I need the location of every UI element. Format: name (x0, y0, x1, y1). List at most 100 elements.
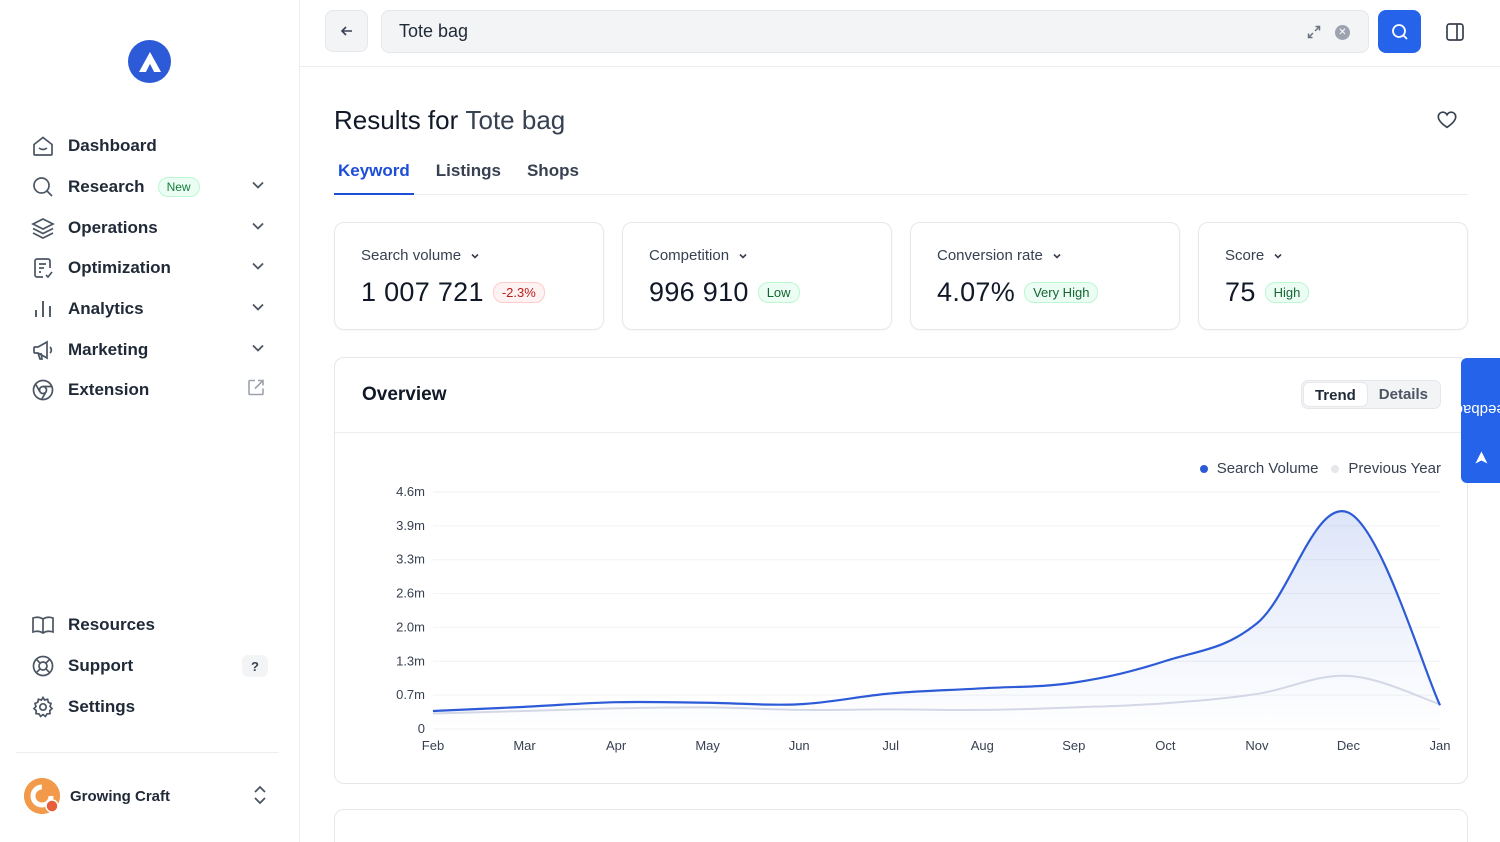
tab-keyword[interactable]: Keyword (334, 157, 414, 195)
nav-label: Optimization (68, 258, 171, 278)
chevron-down-icon (471, 253, 479, 259)
back-button[interactable] (325, 10, 368, 52)
metric-cards: Search volume 1 007 721 -2.3% Competition… (334, 222, 1468, 330)
panel-icon (1446, 23, 1464, 41)
y-tick-label: 0.7m (396, 687, 425, 702)
toggle-details[interactable]: Details (1378, 386, 1428, 403)
new-badge: New (157, 177, 200, 198)
external-link-icon[interactable] (246, 378, 266, 403)
top-bar: ✕ (300, 0, 1500, 67)
nav-item-support[interactable]: Support ? (0, 646, 300, 687)
results-query: Tote bag (465, 105, 566, 135)
favorite-button[interactable] (1436, 109, 1458, 136)
metric-label: Conversion rate (937, 247, 1043, 264)
x-tick-label: Jan (1430, 738, 1451, 753)
x-tick-label: Oct (1155, 738, 1176, 753)
metric-dropdown[interactable]: Search volume (361, 247, 577, 264)
metric-label: Score (1225, 247, 1265, 264)
arrow-left-icon (340, 26, 352, 36)
y-tick-label: 3.9m (396, 518, 425, 533)
legend-dot (1331, 464, 1340, 473)
nav-item-optimization[interactable]: Optimization (0, 248, 300, 289)
y-tick-label: 3.3m (396, 552, 425, 567)
x-tick-label: Sep (1062, 738, 1085, 753)
legend-label: Previous Year (1348, 460, 1441, 477)
nav-item-resources[interactable]: Resources (0, 605, 300, 646)
sidebar-panel-toggle[interactable] (1444, 21, 1466, 48)
nav-item-settings[interactable]: Settings (0, 686, 300, 727)
nav-label: Dashboard (68, 136, 157, 156)
nav-label: Research (68, 177, 145, 197)
chevron-down-icon[interactable] (250, 299, 266, 320)
metric-card-search-volume: Search volume 1 007 721 -2.3% (334, 222, 604, 330)
page-title: Results for Tote bag (334, 105, 565, 136)
search-button[interactable] (1378, 10, 1421, 53)
nav-item-marketing[interactable]: Marketing (0, 329, 300, 370)
account-name: Growing Craft (70, 787, 170, 805)
feedback-button[interactable]: Feedback (1448, 358, 1500, 483)
chevron-down-icon[interactable] (250, 258, 266, 279)
overview-panel: Overview Trend Details Search Volume Pre… (334, 357, 1468, 784)
metric-card-conversion-rate: Conversion rate 4.07% Very High (910, 222, 1180, 330)
search-icon (1391, 23, 1408, 40)
legend-item-previous-year[interactable]: Previous Year (1331, 460, 1441, 477)
overview-header: Overview Trend Details (335, 358, 1467, 433)
x-tick-label: Dec (1337, 738, 1361, 753)
nav-item-dashboard[interactable]: Dashboard (0, 126, 300, 167)
x-tick-label: Jun (789, 738, 810, 753)
chrome-icon (30, 377, 56, 403)
book-icon (30, 612, 56, 638)
secondary-nav: Resources Support ? Settings (0, 605, 300, 727)
metric-value: 75 (1225, 277, 1256, 307)
nav-item-analytics[interactable]: Analytics (0, 289, 300, 330)
nav-item-research[interactable]: Research New (0, 167, 300, 208)
chevron-up-down-icon (250, 784, 270, 811)
layers-icon (30, 215, 56, 241)
x-tick-label: Apr (606, 738, 627, 753)
expand-icon[interactable] (1306, 24, 1322, 45)
legend-label: Search Volume (1216, 460, 1319, 477)
x-tick-label: Aug (971, 738, 994, 753)
search-icon (30, 174, 56, 200)
toggle-trend[interactable]: Trend (1302, 382, 1368, 407)
tab-listings[interactable]: Listings (435, 161, 501, 180)
nav-label: Settings (68, 696, 136, 716)
metric-card-score: Score 75 High (1198, 222, 1468, 330)
x-tick-label: Feb (422, 738, 444, 753)
metric-dropdown[interactable]: Competition (649, 247, 865, 264)
metric-dropdown[interactable]: Conversion rate (937, 247, 1153, 264)
result-tabs: Keyword Listings Shops (334, 157, 1468, 195)
main-nav: Dashboard Research New Operations Optimi… (0, 126, 300, 411)
tab-shops[interactable]: Shops (526, 161, 579, 180)
avatar (24, 778, 60, 814)
help-badge: ? (242, 655, 268, 678)
account-switcher[interactable]: Growing Craft (24, 776, 276, 816)
chevron-down-icon[interactable] (250, 177, 266, 198)
level-badge: Low (757, 282, 800, 303)
view-toggle: Trend Details (1300, 380, 1441, 409)
legend-item-search-volume[interactable]: Search Volume (1199, 460, 1319, 477)
level-badge: High (1264, 282, 1310, 303)
overview-title: Overview (362, 384, 447, 405)
legend-dot (1199, 464, 1208, 473)
chevron-down-icon (1053, 253, 1061, 259)
y-tick-label: 2.6m (396, 586, 425, 601)
chevron-down-icon[interactable] (250, 217, 266, 238)
app-logo[interactable] (128, 40, 171, 83)
metric-label: Competition (649, 247, 730, 264)
chevron-down-icon (739, 253, 747, 259)
x-tick-label: Mar (513, 738, 536, 753)
chevron-down-icon[interactable] (250, 339, 266, 360)
metric-dropdown[interactable]: Score (1225, 247, 1441, 264)
clear-icon[interactable]: ✕ (1335, 25, 1350, 40)
sidebar: Dashboard Research New Operations Optimi… (0, 0, 300, 842)
search-input[interactable] (382, 21, 1262, 42)
nav-item-extension[interactable]: Extension (0, 370, 300, 411)
metric-label: Search volume (361, 247, 462, 264)
search-bar: ✕ (381, 10, 1369, 53)
bar-chart-icon (30, 296, 56, 322)
nav-label: Analytics (68, 299, 144, 319)
y-tick-label: 2.0m (396, 619, 425, 634)
nav-label: Marketing (68, 339, 149, 359)
nav-item-operations[interactable]: Operations (0, 207, 300, 248)
